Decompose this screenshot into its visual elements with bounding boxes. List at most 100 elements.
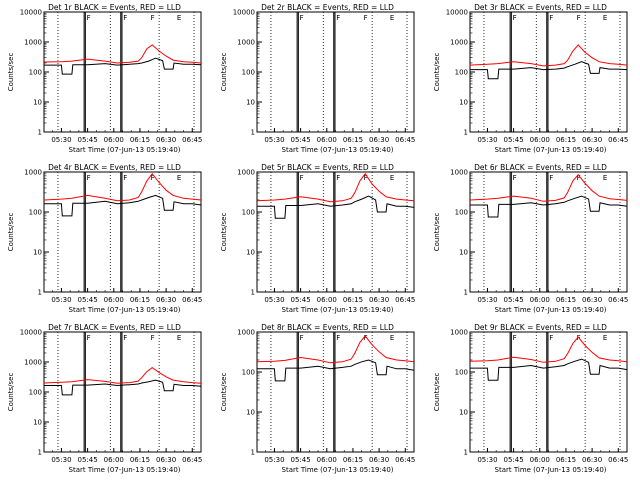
flag-letter: F xyxy=(513,14,517,22)
flag-letter: E xyxy=(177,14,181,22)
flag-letter: F xyxy=(364,14,368,22)
series-line-lld xyxy=(469,336,628,363)
det-chart-2: Det 2r BLACK = Events, RED = LLD10000100… xyxy=(220,3,415,154)
flag-letter: F xyxy=(123,334,127,342)
series-line-lld xyxy=(256,172,415,203)
y-tick-label: 1 xyxy=(251,289,255,297)
x-tick-label: 06:15 xyxy=(343,296,363,304)
y-tick-label: 10000 xyxy=(20,329,42,337)
plot-frame xyxy=(43,331,202,453)
flag-letter: F xyxy=(151,14,155,22)
y-tick-label: 100 xyxy=(455,69,468,77)
flag-letter: F xyxy=(549,334,553,342)
det-panel-2: Det 2r BLACK = Events, RED = LLD 10000 100… xyxy=(213,0,426,160)
x-axis-label: Start Time (07-Jun-13 05:19:40) xyxy=(282,306,394,314)
plot-frame xyxy=(469,11,628,133)
det-panel-7: Det 7r BLACK = Events, RED = LLD 10000 100… xyxy=(0,320,213,480)
flag-letter: E xyxy=(177,174,181,182)
y-axis-label: Counts/sec xyxy=(220,53,228,92)
flag-letter: F xyxy=(300,14,304,22)
flag-letter: F xyxy=(513,174,517,182)
x-tick-label: 06:15 xyxy=(130,296,150,304)
x-tick-label: 05:30 xyxy=(51,296,71,304)
y-tick-label: 1000 xyxy=(237,169,255,177)
flag-letter: F xyxy=(151,174,155,182)
series-line-lld xyxy=(469,174,628,202)
y-tick-label: 10 xyxy=(33,99,42,107)
x-tick-label: 06:30 xyxy=(582,296,602,304)
det-chart-8: Det 8r BLACK = Events, RED = LLD 1000 100 1… xyxy=(220,323,415,474)
y-tick-label: 10 xyxy=(33,419,42,427)
det-panel-9: Det 9r BLACK = Events, RED = LLD 1000 100 1… xyxy=(426,320,639,480)
x-tick-label: 05:45 xyxy=(78,136,98,144)
x-tick-label: 06:15 xyxy=(556,136,576,144)
x-tick-label: 06:00 xyxy=(317,456,337,464)
series-line-events xyxy=(470,358,628,381)
x-tick-label: 06:15 xyxy=(556,296,576,304)
y-tick-label: 1 xyxy=(251,129,255,137)
y-axis-label: Counts/sec xyxy=(220,213,228,252)
y-tick-label: 100 xyxy=(29,69,42,77)
x-tick-label: 06:15 xyxy=(343,136,363,144)
det-panel-3: Det 3r BLACK = Events, RED = LLD 10000 100… xyxy=(426,0,639,160)
series-line-events xyxy=(44,379,202,396)
x-tick-label: 06:00 xyxy=(104,456,124,464)
flag-letter: E xyxy=(603,14,607,22)
x-axis-label: Start Time (07-Jun-13 05:19:40) xyxy=(282,146,394,154)
flag-letter: F xyxy=(300,174,304,182)
flag-letter: F xyxy=(300,334,304,342)
x-axis-label: Start Time (07-Jun-13 05:19:40) xyxy=(69,146,181,154)
det-chart-6: Det 6r BLACK = Events, RED = LLD 1000 100 1… xyxy=(433,163,628,314)
x-tick-label: 05:45 xyxy=(291,456,311,464)
det-chart-7: Det 7r BLACK = Events, RED = LLD10000100… xyxy=(7,323,202,474)
x-tick-label: 06:30 xyxy=(156,296,176,304)
series-line-events xyxy=(44,194,202,217)
x-tick-label: 06:15 xyxy=(130,136,150,144)
flag-letter: F xyxy=(336,334,340,342)
x-tick-label: 06:45 xyxy=(182,136,202,144)
x-axis-label: Start Time (07-Jun-13 05:19:40) xyxy=(495,306,607,314)
y-tick-label: 1 xyxy=(464,129,468,137)
y-axis-label: Counts/sec xyxy=(7,373,15,412)
plot-frame xyxy=(469,171,628,293)
y-tick-label: 100 xyxy=(455,209,468,217)
x-tick-label: 06:15 xyxy=(343,456,363,464)
plot-frame xyxy=(469,331,628,453)
plot-frame xyxy=(43,171,202,293)
x-axis-label: Start Time (07-Jun-13 05:19:40) xyxy=(69,306,181,314)
y-axis-label: Counts/sec xyxy=(7,213,15,252)
y-tick-label: 10000 xyxy=(20,9,42,17)
y-tick-label: 100 xyxy=(455,369,468,377)
x-tick-label: 06:30 xyxy=(582,136,602,144)
y-tick-label: 1000 xyxy=(450,169,468,177)
det-panel-5: Det 5r BLACK = Events, RED = LLD 1000 100 1… xyxy=(213,160,426,320)
flag-letter: F xyxy=(123,174,127,182)
y-tick-label: 1 xyxy=(464,449,468,457)
chart-title: Det 1r BLACK = Events, RED = LLD xyxy=(48,3,181,12)
plot-frame xyxy=(256,331,415,453)
y-tick-label: 1 xyxy=(38,449,42,457)
y-tick-label: 1000 xyxy=(237,329,255,337)
x-tick-label: 06:45 xyxy=(182,296,202,304)
y-tick-label: 1000 xyxy=(450,329,468,337)
chart-title: Det 8r BLACK = Events, RED = LLD xyxy=(261,323,394,332)
x-tick-label: 05:30 xyxy=(264,296,284,304)
flag-letter: E xyxy=(390,14,394,22)
series-line-lld xyxy=(43,44,202,64)
y-tick-label: 1000 xyxy=(24,169,42,177)
plot-frame xyxy=(43,11,202,133)
x-tick-label: 06:00 xyxy=(530,296,550,304)
flag-letter: E xyxy=(390,174,394,182)
x-tick-label: 06:45 xyxy=(608,136,628,144)
flag-letter: F xyxy=(549,174,553,182)
flag-letter: E xyxy=(177,334,181,342)
y-tick-label: 1000 xyxy=(24,359,42,367)
y-axis-label: Counts/sec xyxy=(433,373,441,412)
x-tick-label: 05:30 xyxy=(477,456,497,464)
y-tick-label: 100 xyxy=(242,369,255,377)
x-tick-label: 06:45 xyxy=(608,456,628,464)
flag-letter: F xyxy=(87,174,91,182)
x-tick-label: 06:45 xyxy=(182,456,202,464)
x-tick-label: 06:30 xyxy=(156,456,176,464)
y-tick-label: 10 xyxy=(246,409,255,417)
